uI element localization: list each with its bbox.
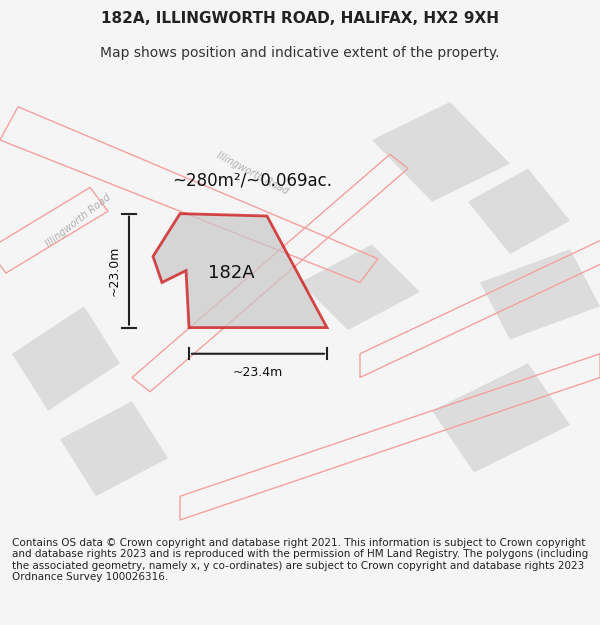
Polygon shape (480, 249, 600, 339)
Text: Illingworth Road: Illingworth Road (44, 192, 112, 249)
Text: Map shows position and indicative extent of the property.: Map shows position and indicative extent… (100, 46, 500, 59)
Polygon shape (60, 401, 168, 496)
Polygon shape (153, 214, 327, 328)
Text: 182A, ILLINGWORTH ROAD, HALIFAX, HX2 9XH: 182A, ILLINGWORTH ROAD, HALIFAX, HX2 9XH (101, 11, 499, 26)
Text: Illingworth Road: Illingworth Road (215, 150, 289, 196)
Polygon shape (468, 169, 570, 254)
Text: ~23.0m: ~23.0m (107, 246, 121, 296)
Polygon shape (432, 363, 570, 472)
Text: 182A: 182A (208, 264, 254, 282)
Text: ~23.4m: ~23.4m (233, 366, 283, 379)
Polygon shape (12, 306, 120, 411)
Text: ~280m²/~0.069ac.: ~280m²/~0.069ac. (172, 171, 332, 189)
Polygon shape (300, 244, 420, 330)
Text: Contains OS data © Crown copyright and database right 2021. This information is : Contains OS data © Crown copyright and d… (12, 538, 588, 582)
Polygon shape (372, 102, 510, 202)
